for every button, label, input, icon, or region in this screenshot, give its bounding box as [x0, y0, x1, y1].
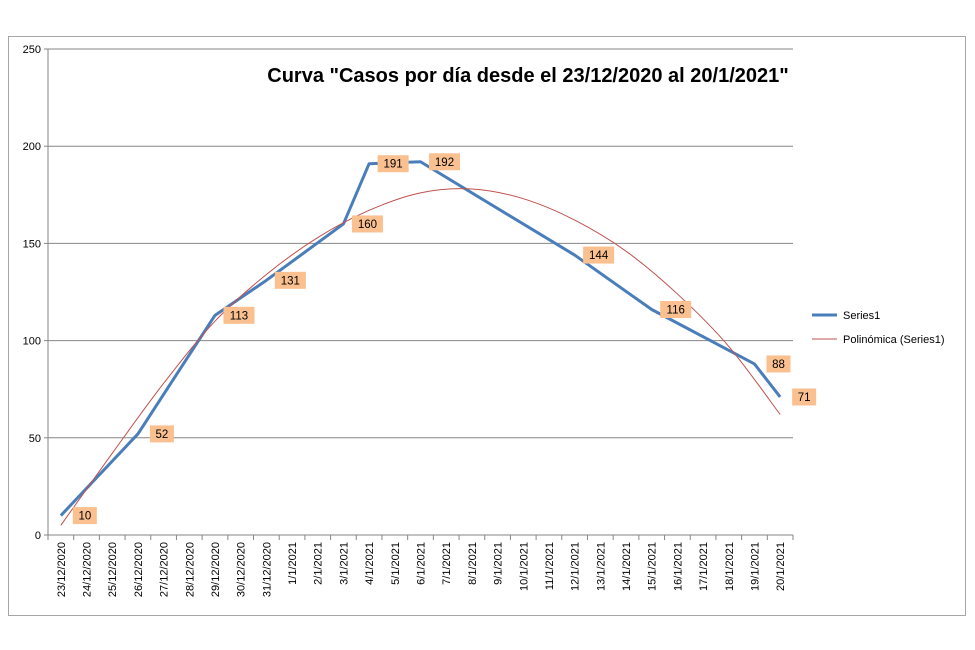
x-tick-label: 20/1/2021 — [775, 542, 787, 591]
x-tick-label: 26/12/2020 — [133, 542, 145, 597]
chart-title: Curva "Casos por día desde el 23/12/2020… — [267, 65, 788, 87]
x-tick-label: 23/12/2020 — [56, 542, 68, 597]
data-label: 191 — [377, 155, 409, 173]
x-tick-label: 29/12/2020 — [210, 542, 222, 597]
legend-item: Series1 — [812, 310, 880, 322]
data-label-text: 116 — [667, 304, 685, 316]
x-tick-label: 4/1/2021 — [364, 542, 376, 585]
y-tick-label: 200 — [23, 141, 41, 153]
legend-label: Series1 — [843, 310, 880, 322]
x-tick-label: 6/1/2021 — [416, 542, 428, 585]
x-tick-label: 9/1/2021 — [493, 542, 505, 585]
x-tick-label: 11/1/2021 — [544, 542, 556, 590]
data-label-box — [274, 271, 306, 289]
x-tick-label: 1/1/2021 — [287, 542, 299, 585]
series-layer — [59, 160, 782, 526]
y-tick-label: 0 — [35, 530, 41, 542]
data-label: 116 — [660, 300, 692, 318]
x-tick-label: 28/12/2020 — [184, 542, 196, 597]
x-tick-label: 12/1/2021 — [570, 542, 582, 591]
x-tick-label: 5/1/2021 — [390, 542, 402, 585]
data-label-text: 113 — [230, 310, 248, 322]
x-tick-label: 3/1/2021 — [338, 542, 350, 585]
x-tick-label: 7/1/2021 — [441, 542, 453, 585]
data-label-box — [766, 355, 791, 373]
x-tick-label: 17/1/2021 — [698, 542, 710, 591]
data-label: 10 — [72, 507, 97, 525]
data-label-box — [429, 153, 460, 171]
series1-line — [59, 160, 782, 517]
data-label-text: 191 — [384, 159, 403, 171]
data-label: 113 — [223, 306, 255, 324]
x-tick-label: 2/1/2021 — [313, 542, 325, 585]
data-label-box — [660, 300, 692, 318]
x-tick-label: 8/1/2021 — [467, 542, 479, 585]
x-tick-label: 16/1/2021 — [672, 542, 684, 591]
data-label-text: 52 — [156, 429, 169, 441]
y-axis-ticks: 0 50 100 150 200 250 — [23, 44, 48, 542]
gridlines — [47, 48, 793, 536]
legend-item: Polinómica (Series1) — [812, 334, 944, 346]
legend: Series1 Polinómica (Series1) — [812, 310, 944, 346]
x-tick-label: 27/12/2020 — [159, 542, 171, 597]
y-tick-label: 50 — [29, 433, 41, 445]
data-label-box — [223, 306, 255, 324]
x-tick-label: 31/12/2020 — [261, 542, 273, 597]
data-label: 144 — [583, 246, 615, 264]
polynomial-trendline — [60, 188, 781, 526]
data-label-box — [792, 388, 817, 406]
data-label: 192 — [429, 153, 460, 171]
y-tick-label: 100 — [23, 336, 41, 348]
data-label-box — [351, 215, 383, 233]
data-label: 52 — [149, 425, 174, 443]
data-label-text: 71 — [798, 392, 811, 404]
data-label-text: 192 — [435, 157, 454, 169]
data-labels: 10 52 113 131 160 191 192 144 116 88 71 — [72, 153, 817, 525]
data-label-text: 10 — [78, 511, 91, 523]
data-label-box — [583, 246, 615, 264]
x-tick-label: 30/12/2020 — [236, 542, 248, 597]
data-label: 71 — [792, 388, 817, 406]
data-label-text: 131 — [281, 275, 300, 287]
data-label-text: 144 — [589, 250, 609, 262]
y-tick-label: 150 — [23, 238, 41, 250]
data-label-text: 88 — [772, 359, 785, 371]
data-label: 131 — [274, 271, 306, 289]
legend-label: Polinómica (Series1) — [843, 334, 944, 346]
data-label-text: 160 — [358, 219, 377, 231]
data-label-box — [377, 155, 409, 173]
x-tick-label: 24/12/2020 — [82, 542, 94, 597]
data-label-box — [149, 425, 174, 443]
x-tick-label: 13/1/2021 — [595, 542, 607, 591]
chart-area — [8, 36, 966, 616]
x-tick-label: 25/12/2020 — [107, 542, 119, 597]
x-tick-label: 19/1/2021 — [749, 542, 761, 591]
x-tick-label: 15/1/2021 — [647, 542, 659, 591]
x-tick-label: 18/1/2021 — [724, 542, 736, 591]
x-tick-label: 10/1/2021 — [518, 542, 530, 591]
x-tick-label: 14/1/2021 — [621, 542, 633, 591]
data-label: 160 — [351, 215, 383, 233]
data-label: 88 — [766, 355, 791, 373]
data-label-box — [72, 507, 97, 525]
x-axis-ticks: 23/12/2020 24/12/2020 25/12/2020 26/12/2020… — [47, 535, 794, 597]
y-tick-label: 250 — [23, 44, 41, 56]
